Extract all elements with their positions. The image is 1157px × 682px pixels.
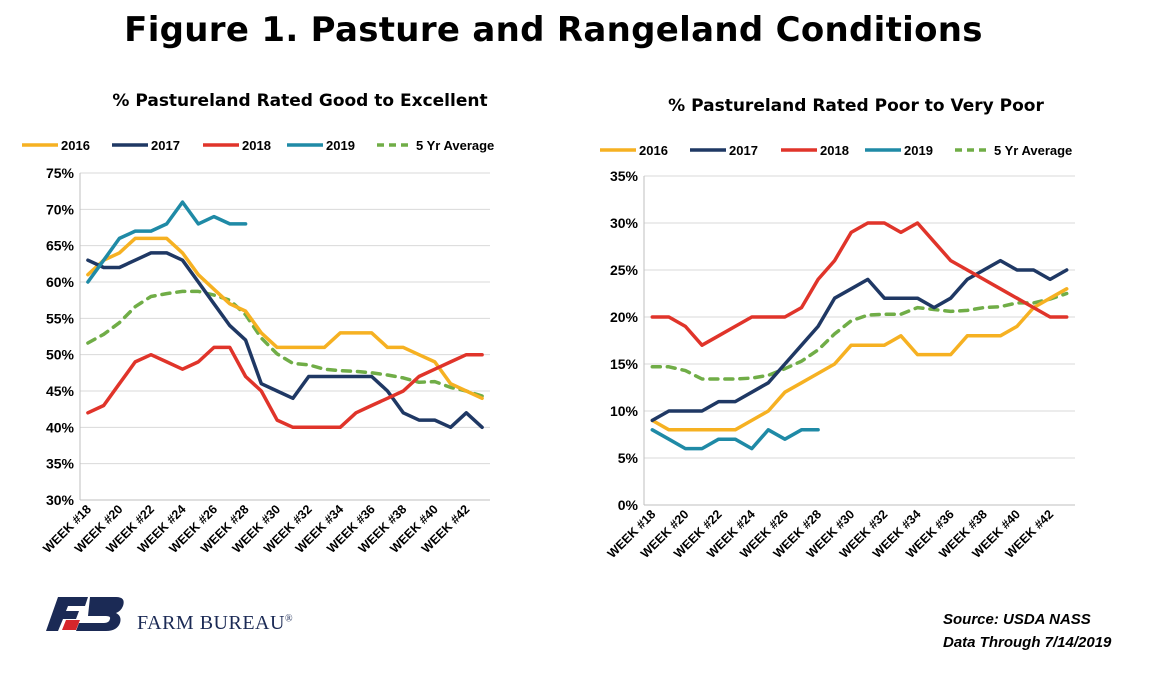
series-line-5-yr-average bbox=[650, 291, 1069, 381]
legend-label: 2017 bbox=[729, 143, 758, 158]
y-tick-label: 30% bbox=[46, 492, 75, 508]
y-tick-label: 40% bbox=[46, 419, 75, 435]
chart-poor-to-very-poor: % Pastureland Rated Poor to Very Poor 201… bbox=[578, 80, 1138, 600]
source-note: Source: USDA NASS Data Through 7/14/2019 bbox=[943, 608, 1111, 654]
y-tick-label: 70% bbox=[46, 201, 75, 217]
chart-svg: % Pastureland Rated Poor to Very Poor 201… bbox=[600, 96, 1075, 561]
legend-item-5-yr-average: 5 Yr Average bbox=[377, 138, 494, 153]
legend-label: 5 Yr Average bbox=[416, 138, 494, 153]
data-through-line: Data Through 7/14/2019 bbox=[943, 634, 1112, 651]
legend-label: 2019 bbox=[904, 143, 933, 158]
series-line-2017 bbox=[86, 251, 484, 430]
y-tick-label: 75% bbox=[46, 165, 75, 181]
series-line-2016 bbox=[86, 236, 484, 401]
main-title: Figure 1. Pasture and Rangeland Conditio… bbox=[124, 10, 983, 50]
chart-svg: % Pastureland Rated Good to Excellent 201… bbox=[22, 91, 494, 556]
legend-item-5-yr-average: 5 Yr Average bbox=[955, 143, 1072, 158]
legend-item-2019: 2019 bbox=[865, 143, 933, 158]
legend-item-2016: 2016 bbox=[600, 143, 668, 158]
legend-item-2017: 2017 bbox=[690, 143, 758, 158]
legend-label: 2016 bbox=[61, 138, 90, 153]
legend-label: 2018 bbox=[242, 138, 271, 153]
legend-label: 2018 bbox=[820, 143, 849, 158]
y-tick-label: 15% bbox=[610, 356, 639, 372]
legend-label: 2016 bbox=[639, 143, 668, 158]
y-tick-label: 30% bbox=[610, 215, 639, 231]
chart-title: % Pastureland Rated Poor to Very Poor bbox=[668, 96, 1044, 116]
series-line-2018 bbox=[86, 345, 484, 430]
farm-bureau-logo-icon bbox=[44, 595, 126, 638]
y-tick-label: 0% bbox=[618, 497, 639, 513]
chart-title: % Pastureland Rated Good to Excellent bbox=[112, 91, 487, 111]
legend-item-2018: 2018 bbox=[781, 143, 849, 158]
y-tick-label: 35% bbox=[610, 168, 639, 184]
y-tick-label: 60% bbox=[46, 274, 75, 290]
y-tick-label: 45% bbox=[46, 383, 75, 399]
chart-good-to-excellent: % Pastureland Rated Good to Excellent 201… bbox=[0, 80, 560, 600]
y-tick-label: 50% bbox=[46, 347, 75, 363]
series-line-2017 bbox=[650, 258, 1069, 423]
y-tick-label: 65% bbox=[46, 238, 75, 254]
legend-item-2016: 2016 bbox=[22, 138, 90, 153]
logo-name: FARM BUREAU bbox=[137, 612, 285, 634]
y-tick-label: 35% bbox=[46, 456, 75, 472]
legend-label: 5 Yr Average bbox=[994, 143, 1072, 158]
legend-item-2018: 2018 bbox=[203, 138, 271, 153]
y-tick-label: 55% bbox=[46, 310, 75, 326]
series-line-2018 bbox=[650, 221, 1069, 347]
series-line-5-yr-average bbox=[86, 289, 484, 398]
y-tick-label: 20% bbox=[610, 309, 639, 325]
legend-label: 2017 bbox=[151, 138, 180, 153]
y-tick-label: 10% bbox=[610, 403, 639, 419]
logo-registered-mark: ® bbox=[284, 613, 294, 625]
series-line-2016 bbox=[650, 287, 1069, 432]
series-line-2019 bbox=[86, 200, 248, 284]
legend-item-2017: 2017 bbox=[112, 138, 180, 153]
legend-label: 2019 bbox=[326, 138, 355, 153]
y-tick-label: 5% bbox=[618, 450, 639, 466]
logo-text: FARM BUREAU® bbox=[137, 612, 293, 635]
y-tick-label: 25% bbox=[610, 262, 639, 278]
series-line-2019 bbox=[650, 428, 820, 451]
source-line: Source: USDA NASS bbox=[943, 611, 1091, 628]
legend-item-2019: 2019 bbox=[287, 138, 355, 153]
